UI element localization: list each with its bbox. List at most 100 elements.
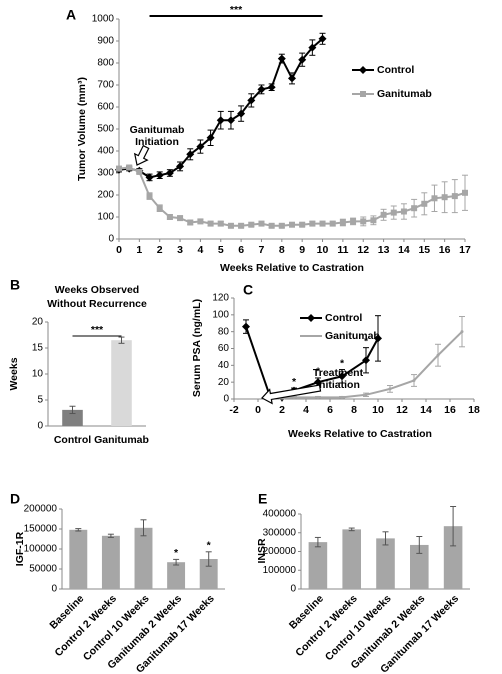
point: [340, 395, 344, 399]
significance-label: ***: [230, 4, 243, 16]
point: [247, 96, 256, 105]
y-tick-label: 200: [97, 190, 114, 201]
legend-label: Ganitumab: [325, 330, 380, 342]
y-tick-label: 0: [223, 394, 229, 405]
point-label: *: [292, 376, 297, 388]
point: [308, 43, 317, 52]
legend-label: Ganitumab: [377, 88, 432, 100]
point: [196, 142, 205, 151]
point: [292, 395, 296, 399]
series-line: [269, 330, 463, 400]
point: [248, 221, 255, 228]
point-label: *: [316, 366, 321, 378]
annotation: Ganitumab: [130, 124, 185, 136]
point: [146, 193, 153, 200]
x-tick-label: 18: [468, 404, 480, 416]
legend-marker: [359, 66, 367, 74]
y-tick-label: 400000: [263, 509, 297, 520]
point: [370, 217, 377, 224]
y-tick-label: 15: [32, 343, 44, 354]
x-tick-label: 16: [439, 244, 451, 256]
x-tick-label: 3: [177, 244, 183, 256]
annotation: Treatment: [313, 367, 364, 379]
point: [257, 85, 266, 94]
point: [258, 220, 265, 227]
y-tick-label: 100: [212, 309, 229, 320]
x-tick-label: 12: [357, 244, 369, 256]
point-label: *: [340, 357, 345, 369]
x-tick-label: 2: [279, 404, 285, 416]
x-tick-label: 9: [299, 244, 305, 256]
y-tick-label: 300000: [263, 527, 297, 538]
x-tick-label: 17: [459, 244, 471, 256]
bar: [62, 409, 83, 426]
x-tick-label: 7: [259, 244, 265, 256]
y-tick-label: 300: [97, 168, 114, 179]
y-tick-label: 1000: [92, 14, 115, 25]
series-line: [118, 38, 324, 179]
x-tick-label: Control 2 Weeks: [293, 592, 360, 659]
y-tick-label: 200000: [24, 504, 58, 515]
point: [155, 171, 164, 180]
y-tick-label: 900: [97, 36, 114, 47]
panel-letter: D: [10, 491, 20, 507]
x-tick-label: -2: [229, 404, 238, 416]
point: [187, 219, 194, 226]
point: [177, 215, 184, 222]
x-axis-label: Weeks Relative to Castration: [220, 262, 364, 274]
bar: [342, 529, 361, 589]
bar: [101, 535, 120, 589]
point: [206, 133, 215, 142]
point: [226, 116, 235, 125]
y-axis-label: Serum PSA (ng/mL): [191, 299, 203, 397]
point: [431, 195, 438, 202]
annotation: Initiation: [135, 136, 179, 148]
chart-title: Without Recurrence: [47, 298, 147, 310]
bar: [410, 544, 429, 589]
x-tick-label: 0: [255, 404, 261, 416]
y-axis-label: INSR: [256, 538, 268, 564]
point: [380, 211, 387, 218]
legend-label: Control: [325, 312, 362, 324]
point-label: *: [364, 335, 369, 347]
y-tick-label: 800: [97, 58, 114, 69]
y-tick-label: 0: [290, 584, 296, 595]
panel-letter: B: [10, 277, 20, 293]
point: [238, 222, 245, 229]
point: [390, 209, 397, 216]
point: [216, 116, 225, 125]
point: [462, 189, 468, 196]
point: [288, 74, 296, 83]
x-tick-label: 15: [418, 244, 430, 256]
x-tick-label: 1: [136, 244, 142, 256]
point: [227, 222, 234, 229]
bar: [111, 340, 132, 426]
value-annotation: *: [174, 547, 179, 559]
y-tick-label: 20: [32, 317, 44, 328]
x-tick-label: Ganitumab: [94, 434, 149, 446]
y-tick-label: 40: [218, 360, 230, 371]
x-tick-label: 10: [372, 404, 384, 416]
y-tick-label: 80: [218, 326, 230, 337]
bar: [69, 529, 88, 589]
y-tick-label: 150000: [24, 524, 58, 535]
panel-letter: A: [66, 7, 76, 23]
point: [412, 378, 416, 382]
point: [451, 193, 458, 200]
point: [207, 220, 214, 227]
y-tick-label: 100000: [24, 544, 58, 555]
y-tick-label: 0: [37, 421, 43, 432]
point: [186, 150, 195, 159]
bar: [376, 538, 395, 589]
x-tick-label: 6: [238, 244, 244, 256]
x-tick-label: 8: [351, 404, 357, 416]
annotation-arrow: [261, 384, 322, 405]
point: [338, 372, 346, 381]
point: [278, 222, 285, 229]
x-tick-label: 4: [303, 404, 309, 416]
point: [165, 169, 174, 177]
x-tick-label: 6: [327, 404, 333, 416]
x-tick-label: Control: [54, 434, 91, 446]
point: [126, 164, 133, 171]
panel-letter: C: [243, 282, 253, 298]
